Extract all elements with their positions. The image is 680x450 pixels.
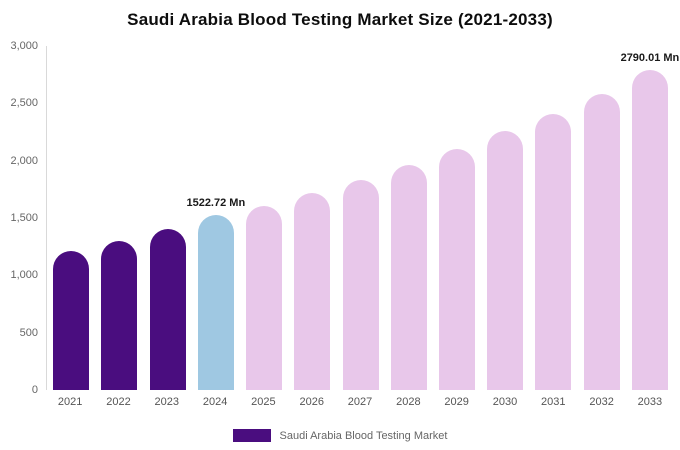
x-tick-label: 2032 [589, 396, 614, 408]
x-tick-label: 2029 [444, 396, 469, 408]
x-tick-label: 2033 [637, 396, 663, 408]
y-tick-label: 0 [31, 384, 38, 396]
x-tick-label: 2028 [396, 396, 421, 408]
plot-area: 1522.72 Mn 2790.01 Mn [46, 46, 679, 390]
x-tick-label: 2027 [347, 396, 373, 408]
y-tick-label: 3,000 [10, 40, 38, 52]
bar-2024 [197, 215, 234, 390]
bar-column [288, 46, 336, 390]
bar-2027 [342, 179, 379, 390]
bar-2029 [438, 148, 475, 390]
y-tick-label: 2,500 [10, 97, 38, 110]
x-tick-label: 2023 [154, 396, 180, 408]
x-tick-label: 2031 [541, 396, 566, 408]
x-tick-label: 2021 [57, 396, 83, 408]
bar-column [529, 46, 577, 390]
y-axis: 0 500 1,000 1,500 2,000 2,500 3,000 [0, 40, 40, 396]
legend-swatch-icon [232, 429, 271, 442]
data-label: 1522.72 Mn [186, 197, 246, 210]
x-tick-label: 2025 [251, 396, 276, 408]
bar-column: 1522.72 Mn [186, 46, 245, 390]
legend-label: Saudi Arabia Blood Testing Market [279, 429, 448, 442]
bar-2030 [487, 131, 524, 390]
bar-2026 [294, 193, 331, 390]
bar-2022 [101, 240, 138, 390]
bar-column [47, 46, 95, 390]
x-tick-label: 2026 [299, 396, 324, 408]
y-tick-label: 1,500 [10, 212, 38, 224]
legend[interactable]: Saudi Arabia Blood Testing Market [0, 429, 680, 442]
bar-2033 [631, 70, 668, 390]
bar-column [433, 46, 481, 390]
bar-2028 [390, 164, 427, 390]
x-tick-label: 2024 [202, 396, 228, 408]
bar-column: 2790.01 Mn [621, 46, 679, 390]
x-tick-label: 2030 [492, 396, 518, 408]
data-label: 2790.01 Mn [620, 52, 680, 65]
chart-title: Saudi Arabia Blood Testing Market Size (… [127, 10, 553, 29]
y-tick-label: 500 [19, 326, 38, 339]
y-tick-label: 1,000 [10, 269, 38, 282]
bar-2032 [583, 93, 620, 390]
bar-series: 1522.72 Mn 2790.01 Mn [47, 46, 679, 390]
x-tick-label: 2022 [106, 396, 131, 408]
y-tick-label: 2,000 [10, 154, 38, 167]
bar-column [336, 46, 384, 390]
bar-2031 [535, 113, 572, 390]
bar-column [95, 46, 143, 390]
bar-column [143, 46, 191, 390]
bar-column [481, 46, 529, 390]
bar-2021 [53, 251, 90, 390]
bar-column [240, 46, 288, 390]
bar-2025 [246, 205, 283, 390]
bar-2023 [149, 229, 186, 390]
x-axis: 2021 2022 2023 2024 2025 2026 2027 2028 2029 2030… [46, 396, 674, 408]
bar-column [385, 46, 433, 390]
bar-column [578, 46, 626, 390]
